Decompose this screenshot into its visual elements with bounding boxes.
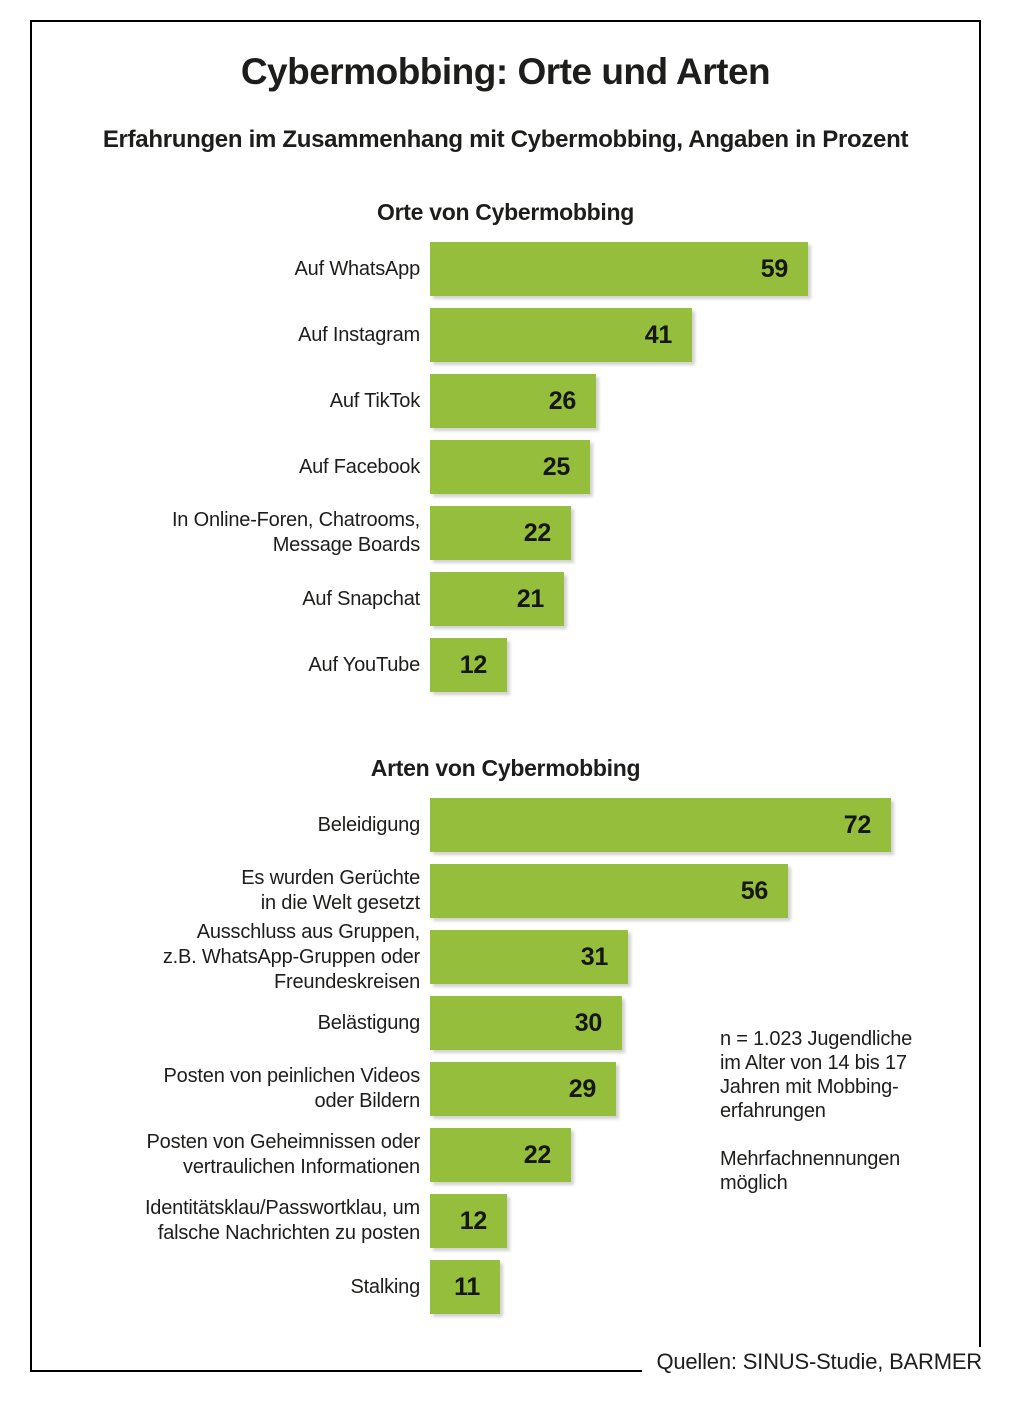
bar: 29: [430, 1062, 616, 1116]
chart-title-arten: Arten von Cybermobbing: [370, 755, 641, 781]
bar-value: 22: [523, 1140, 552, 1169]
bar-row: Auf TikTok 26: [32, 374, 979, 428]
bar: 22: [430, 1128, 571, 1182]
bar: 72: [430, 798, 891, 852]
bar-value: 25: [542, 452, 571, 481]
bar-value: 26: [548, 386, 577, 415]
bar-value: 11: [454, 1272, 480, 1301]
bar: 31: [430, 930, 628, 984]
bar-value: 29: [568, 1074, 597, 1103]
bar-area: 11: [430, 1260, 979, 1314]
bar-row: Auf WhatsApp 59: [32, 242, 979, 296]
bar-row: Auf Instagram 41: [32, 308, 979, 362]
bar-row: Posten von Geheimnissen oder vertraulich…: [32, 1128, 979, 1182]
bar-area: 56: [430, 864, 979, 918]
infographic-frame: Cybermobbing: Orte und Arten Erfahrungen…: [30, 20, 982, 1378]
bar-rows-orte: Auf WhatsApp 59 Auf Instagram 41 Auf Tik…: [32, 242, 979, 692]
bar: 56: [430, 864, 788, 918]
bar-label: Auf Facebook: [298, 455, 420, 478]
bar-row: Ausschluss aus Gruppen, z.B. WhatsApp-Gr…: [32, 921, 979, 993]
bar: 12: [430, 1194, 507, 1248]
bar: 22: [430, 506, 571, 560]
bar-label: Identitätsklau/Passwortklau, um falsche …: [144, 1197, 420, 1244]
bar-row: Identitätsklau/Passwortklau, um falsche …: [32, 1194, 979, 1248]
bar: 12: [430, 638, 507, 692]
bar-label: Ausschluss aus Gruppen, z.B. WhatsApp-Gr…: [162, 920, 420, 993]
bar-value: 41: [644, 320, 673, 349]
sample-size-text: n = 1.023 Jugendliche im Alter von 14 bi…: [720, 1028, 913, 1122]
bar-label: Posten von Geheimnissen oder vertraulich…: [146, 1131, 421, 1178]
bar-row: In Online-Foren, Chatrooms, Message Boar…: [32, 506, 979, 560]
bar-value: 59: [760, 254, 789, 283]
bar-area: 22: [430, 1128, 979, 1182]
bar-label: In Online-Foren, Chatrooms, Message Boar…: [171, 509, 420, 556]
bar-row: Stalking 11: [32, 1260, 979, 1314]
chart-arten-von-cybermobbing: Arten von Cybermobbing Beleidigung 72 Es…: [32, 754, 979, 1326]
bar-row: Posten von peinlichen Videos oder Bilder…: [32, 1062, 979, 1116]
bar-area: 12: [430, 638, 979, 692]
bar-area: 30: [430, 996, 979, 1050]
bar-label: Es wurden Gerüchte in die Welt gesetzt: [241, 867, 420, 914]
sample-note: n = 1.023 Jugendliche im Alter von 14 bi…: [720, 1027, 970, 1195]
bar-row: Belästigung 30: [32, 996, 979, 1050]
bar-value: 12: [459, 650, 488, 679]
bar-rows-arten: Beleidigung 72 Es wurden Gerüchte in die…: [32, 798, 979, 1314]
bar-value: 31: [580, 942, 609, 971]
bar-label: Auf Snapchat: [302, 587, 420, 610]
bar-area: 21: [430, 572, 979, 626]
bar-area: 31: [430, 930, 979, 984]
bar-area: 12: [430, 1194, 979, 1248]
bar-area: 22: [430, 506, 979, 560]
page-subtitle: Erfahrungen im Zusammenhang mit Cybermob…: [102, 126, 909, 153]
bar-label: Auf WhatsApp: [294, 257, 421, 280]
bar-area: 29: [430, 1062, 979, 1116]
page-title: Cybermobbing: Orte und Arten: [240, 51, 771, 92]
bar-label: Auf YouTube: [308, 653, 420, 676]
bar-area: 25: [430, 440, 979, 494]
multiple-responses-text: Mehrfachnennungen möglich: [720, 1148, 901, 1194]
bar-label: Auf Instagram: [298, 323, 420, 346]
bar-area: 41: [430, 308, 979, 362]
bar: 21: [430, 572, 564, 626]
bar-row: Beleidigung 72: [32, 798, 979, 852]
bar-value: 12: [459, 1206, 488, 1235]
bar: 30: [430, 996, 622, 1050]
bar-area: 26: [430, 374, 979, 428]
chart-title-orte: Orte von Cybermobbing: [377, 199, 634, 225]
bar-value: 72: [843, 810, 872, 839]
bar-value: 21: [516, 584, 545, 613]
source-credit: Quellen: SINUS-Studie, BARMER: [642, 1347, 982, 1378]
bar: 26: [430, 374, 596, 428]
chart-orte-von-cybermobbing: Orte von Cybermobbing Auf WhatsApp 59 Au…: [32, 198, 979, 704]
bar-value: 22: [523, 518, 552, 547]
bar-label: Stalking: [350, 1275, 420, 1298]
bar-value: 30: [574, 1008, 603, 1037]
bar-row: Es wurden Gerüchte in die Welt gesetzt 5…: [32, 864, 979, 918]
bar-area: 72: [430, 798, 979, 852]
bar: 41: [430, 308, 692, 362]
bar-value: 56: [740, 876, 769, 905]
bar: 11: [430, 1260, 500, 1314]
bar: 59: [430, 242, 808, 296]
bar-label: Posten von peinlichen Videos oder Bilder…: [163, 1065, 421, 1112]
bar-label: Auf TikTok: [329, 389, 420, 412]
bar-area: 59: [430, 242, 979, 296]
bar: 25: [430, 440, 590, 494]
bar-row: Auf Snapchat 21: [32, 572, 979, 626]
bar-label: Belästigung: [317, 1011, 421, 1034]
bar-label: Beleidigung: [317, 813, 421, 836]
bar-row: Auf YouTube 12: [32, 638, 979, 692]
bar-row: Auf Facebook 25: [32, 440, 979, 494]
